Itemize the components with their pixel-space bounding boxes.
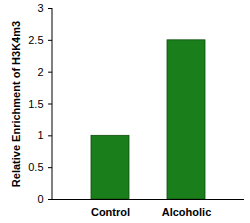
svg-text:1.5: 1.5 (28, 98, 43, 110)
svg-text:1: 1 (37, 129, 43, 141)
svg-text:Alcoholic: Alcoholic (162, 206, 212, 218)
svg-text:3: 3 (37, 2, 43, 14)
svg-text:2: 2 (37, 66, 43, 78)
svg-text:0: 0 (37, 193, 43, 205)
svg-text:Control: Control (91, 206, 130, 218)
svg-text:2.5: 2.5 (28, 34, 43, 46)
svg-text:Relative Enrichment of H3K4m3: Relative Enrichment of H3K4m3 (10, 21, 22, 187)
svg-text:0.5: 0.5 (28, 161, 43, 173)
